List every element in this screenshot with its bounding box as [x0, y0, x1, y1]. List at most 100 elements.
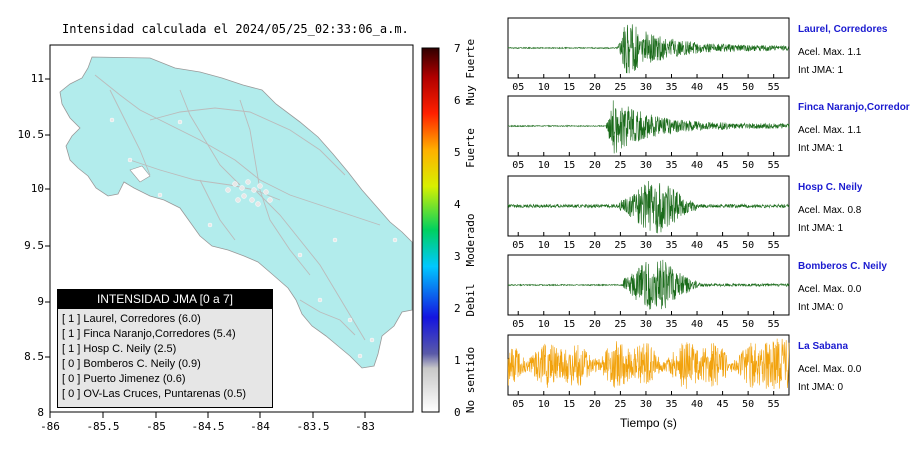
- station-jma: Int JMA: 1: [798, 143, 844, 154]
- colorbar-tick: 2: [454, 302, 461, 315]
- colorbar-tick: 5: [454, 146, 461, 159]
- legend-item: [ 1 ] Laurel, Corredores (6.0): [62, 313, 201, 325]
- time-axis-label: Tiempo (s): [620, 416, 677, 430]
- time-tick-label: 05: [512, 240, 524, 251]
- time-tick-label: 50: [742, 82, 754, 93]
- time-tick-label: 25: [614, 399, 626, 410]
- time-tick-label: 05: [512, 160, 524, 171]
- station-name: Laurel, Corredores: [798, 24, 888, 35]
- waveform-trace: [507, 259, 790, 310]
- time-tick-label: 10: [538, 319, 550, 330]
- time-tick-label: 20: [589, 319, 601, 330]
- time-tick-label: 35: [665, 82, 677, 93]
- map-y-tick: 8.5: [24, 350, 44, 363]
- page-title: Intensidad calculada el 2024/05/25_02:33…: [62, 22, 409, 36]
- station-jma: Int JMA: 0: [798, 382, 844, 393]
- legend-item: [ 0 ] OV-Las Cruces, Puntarenas (0.5): [62, 388, 247, 400]
- time-tick-label: 10: [538, 82, 550, 93]
- time-tick-label: 55: [768, 240, 780, 251]
- time-tick-label: 30: [640, 160, 652, 171]
- station-accel: Acel. Max. 0.0: [798, 284, 862, 295]
- time-tick-label: 15: [563, 399, 575, 410]
- time-tick-label: 50: [742, 160, 754, 171]
- time-tick-label: 25: [614, 160, 626, 171]
- colorbar-tick: 1: [454, 354, 461, 367]
- station-jma: Int JMA: 1: [798, 223, 844, 234]
- station-points: [109, 117, 398, 359]
- time-tick-label: 55: [768, 82, 780, 93]
- waveform-0: 05 10 15 20 25 30 35 40 45 50 55: [507, 17, 790, 93]
- legend-item: [ 1 ] Hosp C. Neily (2.5): [62, 343, 177, 355]
- map-x-tick: -86: [40, 420, 60, 433]
- legend-item: [ 0 ] Bomberos C. Neily (0.9): [62, 358, 201, 370]
- time-tick-label: 25: [614, 240, 626, 251]
- colorbar-tick: 3: [454, 250, 461, 263]
- map-y-tick: 11: [31, 72, 44, 85]
- map-x-tick: -85.5: [86, 420, 119, 433]
- time-tick-label: 15: [563, 82, 575, 93]
- time-tick-label: 10: [538, 160, 550, 171]
- time-tick-label: 40: [691, 399, 703, 410]
- intensity-legend: INTENSIDAD JMA [0 a 7] [ 1 ] Laurel, Cor…: [57, 289, 273, 408]
- colorbar-tick: 4: [454, 198, 461, 211]
- time-tick-label: 25: [614, 82, 626, 93]
- station-name: Hosp C. Neily: [798, 182, 863, 193]
- waveform-1: 05 10 15 20 25 30 35 40 45 50 55: [507, 95, 790, 171]
- time-tick-label: 40: [691, 240, 703, 251]
- time-tick-label: 30: [640, 399, 652, 410]
- station-jma: Int JMA: 1: [798, 65, 844, 76]
- colorbar-categories: No sentido Debil Moderado Fuerte Muy Fue…: [464, 39, 477, 413]
- time-tick-label: 45: [717, 82, 729, 93]
- time-tick-label: 55: [768, 399, 780, 410]
- time-tick-label: 50: [742, 399, 754, 410]
- colorbar-scale: [421, 47, 440, 413]
- time-tick-label: 45: [717, 399, 729, 410]
- waveform-2: 05 10 15 20 25 30 35 40 45 50 55: [507, 175, 790, 251]
- time-tick-label: 30: [640, 319, 652, 330]
- colorbar-category: Debil: [464, 283, 477, 316]
- map-y-tick: 10.5: [18, 128, 45, 141]
- map-x-tick: -84: [250, 420, 270, 433]
- map-x-tick: -84.5: [191, 420, 224, 433]
- waveform-panel: 05 10 15 20 25 30 35 40 45 50 55 05 10 15 20 25 30 35 40 45…: [507, 17, 790, 410]
- time-tick-label: 40: [691, 319, 703, 330]
- time-tick-label: 15: [563, 319, 575, 330]
- time-tick-label: 20: [589, 160, 601, 171]
- intensity-colorbar: 0 1 2 3 4 5 6 7 No sentido Debil Moderad…: [421, 39, 477, 419]
- map-x-ticks: -86 -85.5 -85 -84.5 -84 -83.5 -83: [40, 420, 375, 433]
- legend-list: [ 1 ] Laurel, Corredores (6.0) [ 1 ] Fin…: [58, 309, 272, 402]
- colorbar-tick: 6: [454, 94, 461, 107]
- map-x-tick: -83: [355, 420, 375, 433]
- legend-item: [ 0 ] Puerto Jimenez (0.6): [62, 373, 186, 385]
- colorbar-category: Muy Fuerte: [464, 39, 477, 105]
- time-tick-label: 05: [512, 82, 524, 93]
- waveform-3: 05 10 15 20 25 30 35 40 45 50 55: [507, 254, 790, 330]
- map-y-tick: 9: [37, 295, 44, 308]
- country-shape: [59, 56, 413, 369]
- time-tick-label: 15: [563, 160, 575, 171]
- map-x-tick: -83.5: [296, 420, 329, 433]
- time-tick-label: 50: [742, 240, 754, 251]
- colorbar-tick: 7: [454, 42, 461, 55]
- map-y-tick: 9.5: [24, 239, 44, 252]
- gulf-shape: [129, 165, 151, 183]
- time-tick-label: 35: [665, 319, 677, 330]
- time-tick-label: 30: [640, 82, 652, 93]
- colorbar-tick: 0: [454, 406, 461, 419]
- station-accel: Acel. Max. 1.1: [798, 47, 862, 58]
- map-y-tick: 10: [31, 182, 44, 195]
- waveform-4: 05 10 15 20 25 30 35 40 45 50 55: [507, 334, 790, 410]
- waveform-trace: [507, 180, 790, 234]
- station-accel: Acel. Max. 1.1: [798, 125, 862, 136]
- colorbar-ticks: 0 1 2 3 4 5 6 7: [454, 42, 461, 419]
- waveform-trace: [507, 24, 790, 74]
- time-tick-label: 45: [717, 319, 729, 330]
- legend-item: [ 1 ] Finca Naranjo,Corredores (5.4): [62, 328, 236, 340]
- time-tick-label: 35: [665, 160, 677, 171]
- time-tick-label: 20: [589, 82, 601, 93]
- station-jma: Int JMA: 0: [798, 302, 844, 313]
- time-tick-label: 40: [691, 82, 703, 93]
- time-tick-label: 55: [768, 319, 780, 330]
- station-name: La Sabana: [798, 341, 849, 352]
- waveform-trace: [507, 338, 790, 389]
